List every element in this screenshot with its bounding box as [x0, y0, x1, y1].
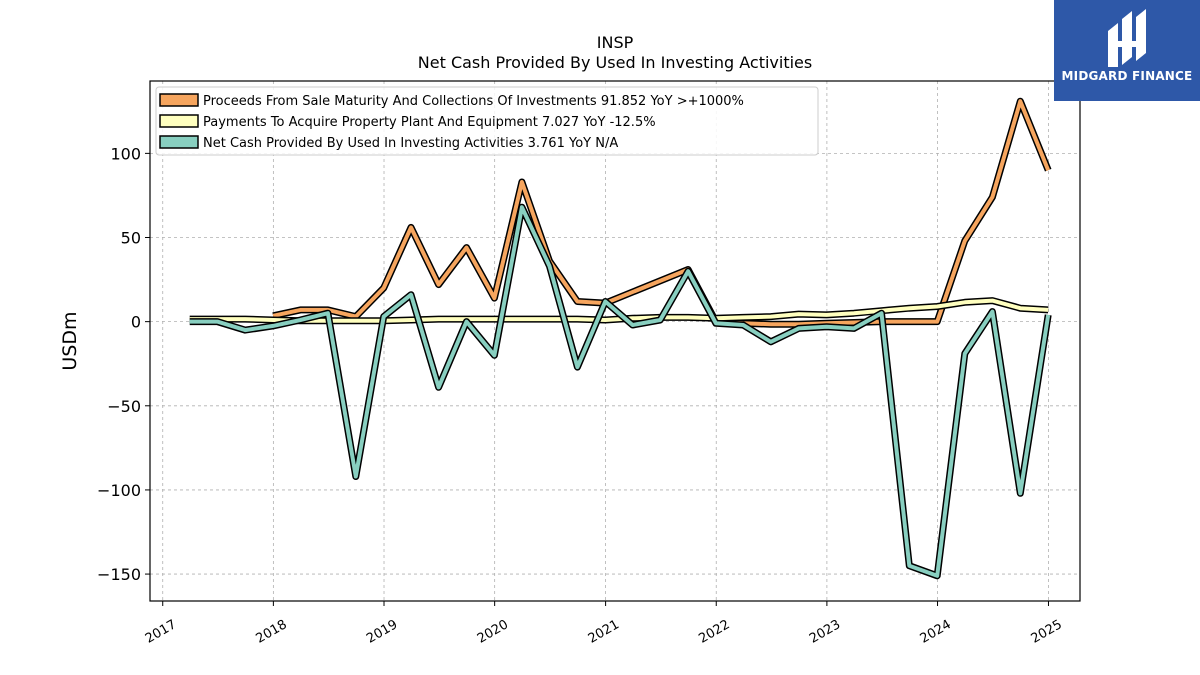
x-ticks: 2017 2018 2019 2020 2021 2022 2023 2024 2025 [143, 601, 1065, 647]
legend-label-payments: Payments To Acquire Property Plant And E… [203, 115, 656, 130]
legend-swatch-proceeds [159, 93, 199, 107]
y-axis-label: USDm [59, 311, 81, 370]
x-tick-label: 2025 [1029, 617, 1065, 647]
series-lines [189, 97, 1052, 580]
x-tick-label: 2021 [586, 617, 622, 647]
x-tick-label: 2018 [254, 617, 290, 647]
y-tick-label: −150 [97, 565, 141, 584]
grid [150, 81, 1080, 601]
chart-subtitle: Net Cash Provided By Used In Investing A… [418, 53, 812, 72]
x-tick-label: 2017 [143, 617, 179, 647]
y-tick-label: −100 [97, 481, 141, 500]
legend-label-net-cash: Net Cash Provided By Used In Investing A… [203, 136, 618, 151]
x-tick-label: 2023 [807, 617, 843, 647]
y-tick-label: 0 [131, 313, 141, 332]
x-tick-label: 2019 [364, 617, 400, 647]
midgard-finance-logo: MIDGARD FINANCE [1054, 0, 1200, 101]
y-ticks: 100 50 0 −50 −100 −150 [97, 144, 150, 584]
y-tick-label: 100 [110, 144, 141, 163]
x-tick-label: 2024 [918, 617, 954, 647]
logo-mark-icon [1108, 9, 1146, 67]
logo-text: MIDGARD FINANCE [1061, 69, 1193, 83]
legend-swatch-payments [159, 114, 199, 128]
series-line-outline-2 [189, 203, 1052, 580]
y-tick-label: −50 [107, 397, 141, 416]
plot-frame [149, 80, 1081, 602]
legend-swatch-net-cash [159, 135, 199, 149]
chart-title: INSP [597, 33, 634, 52]
series-line-2 [189, 205, 1051, 578]
y-tick-label: 50 [121, 229, 141, 248]
legend-box [155, 86, 819, 156]
x-tick-label: 2020 [475, 617, 511, 647]
legend-label-proceeds: Proceeds From Sale Maturity And Collecti… [203, 94, 744, 109]
legend: Proceeds From Sale Maturity And Collecti… [155, 86, 819, 156]
x-tick-label: 2022 [696, 617, 732, 647]
